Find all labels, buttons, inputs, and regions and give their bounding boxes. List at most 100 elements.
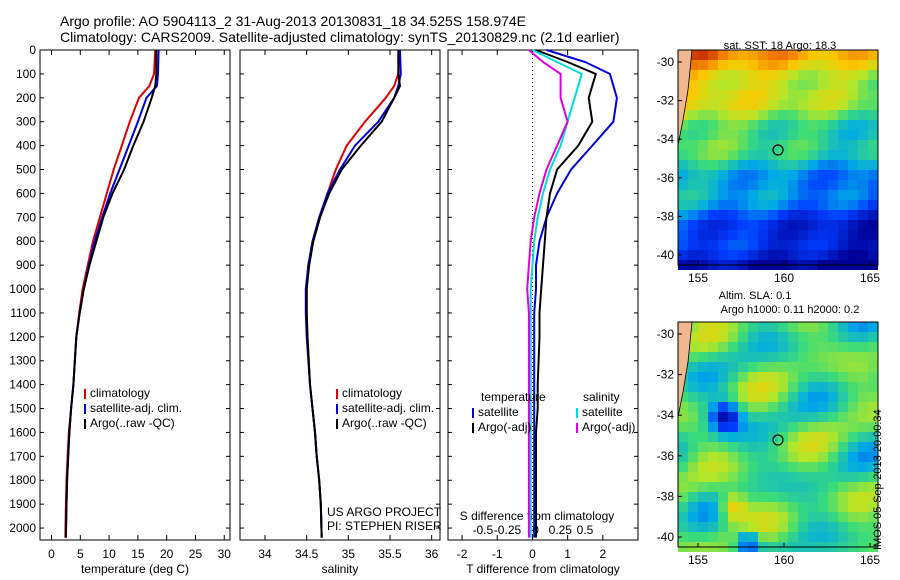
map-cell — [818, 462, 828, 472]
map-cell — [718, 210, 728, 220]
map-cell — [838, 200, 848, 210]
map-cell — [788, 322, 798, 332]
map-cell — [818, 362, 828, 372]
map-cell — [838, 70, 848, 80]
map-cell — [698, 362, 708, 372]
map-cell — [738, 352, 748, 362]
map-frame — [677, 321, 879, 548]
map-cell — [728, 332, 738, 342]
map-cell — [708, 100, 718, 110]
map-cell — [748, 230, 758, 240]
y-tick-label: 600 — [16, 186, 36, 200]
map-cell — [798, 60, 808, 70]
map-cell — [738, 220, 748, 230]
map-cell — [868, 382, 878, 392]
sst-map-title: sat. SST: 18 Argo: 18.3 — [723, 40, 837, 52]
map-cell — [758, 220, 768, 230]
map-cell — [728, 352, 738, 362]
map-cell — [788, 332, 798, 342]
argo-position-marker — [772, 144, 784, 156]
map-cell — [788, 492, 798, 502]
map-cell — [698, 472, 708, 482]
map-cell — [798, 220, 808, 230]
map-cell — [788, 502, 798, 512]
map-cell — [698, 130, 708, 140]
map-cell — [688, 532, 698, 542]
map-cell — [828, 502, 838, 512]
map-cell — [718, 130, 728, 140]
map-cell — [868, 412, 878, 422]
map-cell — [678, 532, 688, 542]
map-cell — [698, 412, 708, 422]
map-cell — [858, 210, 868, 220]
map-cell — [748, 492, 758, 502]
map-cell — [728, 432, 738, 442]
map-cell — [808, 250, 818, 260]
map-cell — [788, 452, 798, 462]
map-cell — [848, 372, 858, 382]
map-cell — [868, 472, 878, 482]
map-cell — [868, 200, 878, 210]
map-cell — [678, 180, 688, 190]
map-cell — [708, 512, 718, 522]
map-cell — [778, 210, 788, 220]
map-cell — [808, 422, 818, 432]
map-cell — [848, 220, 858, 230]
map-cell — [708, 140, 718, 150]
map-cell — [848, 432, 858, 442]
plot-frame — [39, 49, 231, 541]
map-cell — [718, 70, 728, 80]
map-cell — [828, 412, 838, 422]
map-cell — [768, 472, 778, 482]
map-cell — [818, 402, 828, 412]
map-cell — [868, 332, 878, 342]
salinity-plot: 34 34.5 35 35.5 36 salinity climatologysatelli… — [239, 49, 442, 576]
map-cell — [798, 452, 808, 462]
map-cell — [798, 522, 808, 532]
map-cell — [688, 442, 698, 452]
map-cell — [758, 200, 768, 210]
map-cell — [848, 512, 858, 522]
map-cell — [868, 110, 878, 120]
map-cell — [788, 230, 798, 240]
map-cell — [688, 160, 698, 170]
map-cell — [838, 250, 848, 260]
map-cell — [748, 240, 758, 250]
map-cell — [778, 140, 788, 150]
map-cell — [808, 160, 818, 170]
map-cell — [678, 492, 688, 502]
map-cell — [818, 522, 828, 532]
map-cell — [858, 230, 868, 240]
map-cell — [758, 332, 768, 342]
map-cell — [678, 250, 688, 260]
map-cell — [788, 240, 798, 250]
map-cell — [758, 372, 768, 382]
map-cell — [788, 80, 798, 90]
map-cell — [828, 110, 838, 120]
map-cell — [778, 512, 788, 522]
map-cell — [778, 130, 788, 140]
map-cell — [758, 482, 768, 492]
map-cell — [838, 180, 848, 190]
map-cell — [708, 452, 718, 462]
map-cell — [708, 110, 718, 120]
map-cell — [808, 180, 818, 190]
x-tick-label: 165 — [860, 271, 880, 285]
x-tick-label: -2 — [457, 547, 468, 561]
map-cell — [868, 130, 878, 140]
map-cell — [848, 180, 858, 190]
map-cell — [868, 492, 878, 502]
map-cell — [718, 180, 728, 190]
map-cell — [718, 230, 728, 240]
map-cell — [748, 50, 758, 60]
map-cell — [708, 372, 718, 382]
map-cell — [678, 452, 688, 462]
map-cell — [708, 522, 718, 532]
map-cell — [698, 402, 708, 412]
map-cell — [728, 392, 738, 402]
map-cell — [808, 452, 818, 462]
map-cell — [768, 100, 778, 110]
x-tick-label-s: -0.25 — [494, 523, 522, 537]
map-cell — [838, 150, 848, 160]
y-tick-label: 1300 — [9, 354, 36, 368]
